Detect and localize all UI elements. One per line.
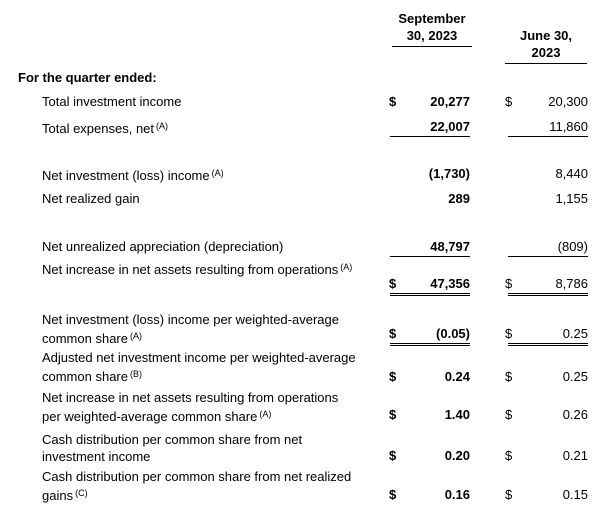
currency-symbol: $ <box>389 276 397 291</box>
label-text: Net increase in net assets resulting fro… <box>42 262 339 277</box>
cell-value: 47,356 <box>390 275 470 296</box>
currency-symbol: $ <box>389 448 397 463</box>
cell-value: 0.15 <box>562 487 588 502</box>
footnote-ref: (C) <box>75 488 88 498</box>
currency-symbol: $ <box>505 326 513 341</box>
cell-value: 0.26 <box>562 407 588 422</box>
footnote-ref: (A) <box>156 121 169 131</box>
cell-value: (1,730) <box>428 166 470 181</box>
row-label: Total expenses, net (A) <box>42 118 360 137</box>
cell-value: 0.20 <box>444 448 470 463</box>
label-text: Total investment income <box>42 94 182 109</box>
cell-value: (809) <box>508 238 588 257</box>
row-label: Net investment (loss) income per weighte… <box>42 311 360 347</box>
cell-value: (0.05) <box>390 325 470 346</box>
cell-value: 0.25 <box>508 325 588 346</box>
currency-symbol: $ <box>505 94 513 109</box>
row-label: Total investment income <box>42 93 360 110</box>
row-label: Net realized gain <box>42 190 360 207</box>
currency-symbol: $ <box>505 407 513 422</box>
row-label: Cash distribution per common share from … <box>42 431 360 465</box>
cell-value: 8,440 <box>555 166 588 181</box>
currency-symbol: $ <box>505 369 513 384</box>
footnote-ref: (B) <box>129 369 142 379</box>
cell-value: 0.25 <box>562 369 588 384</box>
currency-symbol: $ <box>389 326 397 341</box>
cell-value: 1.40 <box>444 407 470 422</box>
currency-symbol: $ <box>505 276 513 291</box>
footnote-ref: (A) <box>211 168 224 178</box>
currency-symbol: $ <box>389 369 397 384</box>
label-text: Cash distribution per common share from … <box>42 432 303 464</box>
currency-symbol: $ <box>389 487 397 502</box>
cell-value: 0.16 <box>444 487 470 502</box>
cell-value: 48,797 <box>390 238 470 257</box>
row-label: Net investment (loss) income (A) <box>42 165 360 184</box>
label-text: Adjusted net investment income per weigh… <box>42 350 356 384</box>
currency-symbol: $ <box>389 94 397 109</box>
label-text: Total expenses, net <box>42 121 155 136</box>
column-header: September 30, 2023 <box>392 10 472 47</box>
cell-value: 20,277 <box>430 94 470 109</box>
currency-symbol: $ <box>505 487 513 502</box>
cell-value: 289 <box>448 191 470 206</box>
footnote-ref: (A) <box>340 262 353 272</box>
cell-value: 11,860 <box>508 118 588 137</box>
column-header: June 30, 2023 <box>505 27 587 64</box>
cell-value: 0.24 <box>444 369 470 384</box>
label-text: Net unrealized appreciation (depreciatio… <box>42 239 284 254</box>
footnote-ref: (A) <box>129 331 142 341</box>
row-label: Net increase in net assets resulting fro… <box>42 259 360 278</box>
label-text: Net realized gain <box>42 191 140 206</box>
cell-value: 20,300 <box>548 94 588 109</box>
currency-symbol: $ <box>505 448 513 463</box>
row-label: Net unrealized appreciation (depreciatio… <box>42 238 360 255</box>
row-label: Adjusted net investment income per weigh… <box>42 349 360 385</box>
section-title: For the quarter ended: <box>18 70 157 85</box>
label-text: Net investment (loss) income <box>42 168 210 183</box>
label-text: Cash distribution per common share from … <box>42 469 352 503</box>
row-label: Net increase in net assets resulting fro… <box>42 389 360 425</box>
currency-symbol: $ <box>389 407 397 422</box>
label-text: Net increase in net assets resulting fro… <box>42 390 339 424</box>
row-label: Cash distribution per common share from … <box>42 468 360 504</box>
cell-value: 22,007 <box>390 118 470 137</box>
cell-value: 8,786 <box>508 275 588 296</box>
label-text: Net investment (loss) income per weighte… <box>42 312 339 346</box>
cell-value: 1,155 <box>555 191 588 206</box>
footnote-ref: (A) <box>259 409 272 419</box>
cell-value: 0.21 <box>562 448 588 463</box>
